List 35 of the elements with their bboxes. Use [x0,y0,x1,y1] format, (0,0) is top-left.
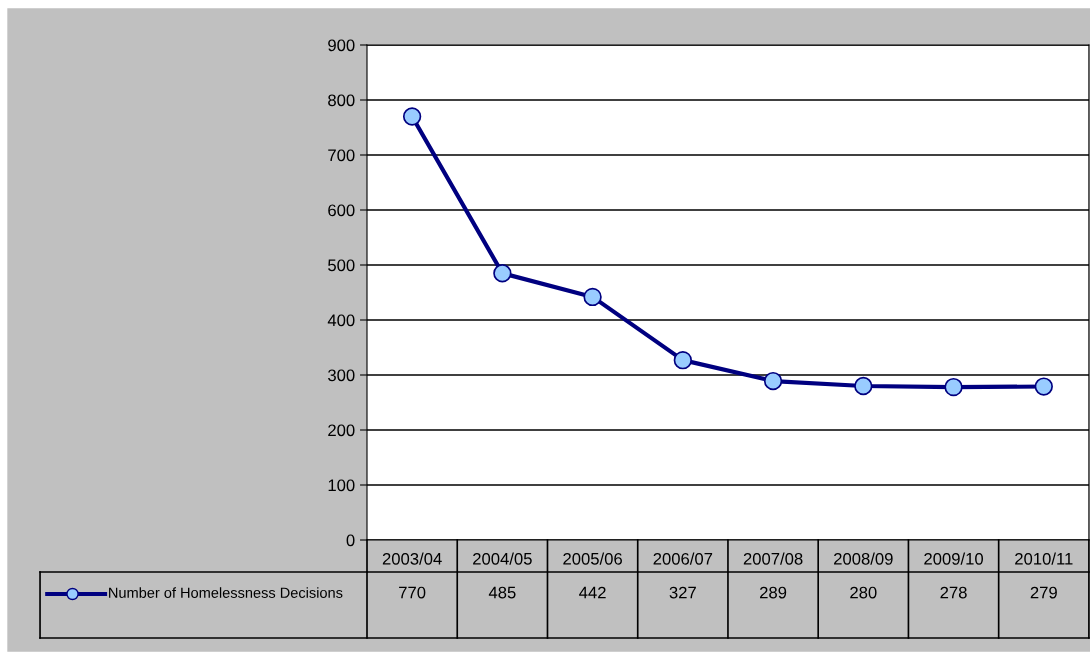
y-tick-label: 200 [328,424,355,437]
y-tick-label: 500 [328,259,355,272]
data-label: 485 [488,586,516,599]
x-tick-label: 2009/10 [924,552,984,565]
data-label: 278 [940,586,967,599]
y-tick-label: 800 [328,94,355,107]
point [673,350,693,370]
x-tick-label: 2007/08 [743,552,803,565]
y-tick-label: 400 [327,314,355,327]
data-label: 279 [1030,586,1057,599]
point [1034,377,1053,396]
data-label: 327 [669,586,696,599]
data-label: 442 [579,586,606,599]
point [493,264,512,283]
x-tick-label: 2005/06 [563,552,622,565]
y-tick-label: 300 [328,369,355,382]
y-tick-label: 600 [328,204,355,217]
data-label: 289 [760,586,787,599]
point [854,376,873,396]
x-tick-label: 2010/11 [1015,552,1073,565]
point [944,377,963,397]
point [402,107,422,126]
point [763,371,783,391]
x-tick-label: 2004/05 [473,552,532,565]
data-label: 770 [399,586,426,599]
x-tick-label: 2006/07 [653,552,713,565]
legend-label: Number of Homelessness Decisions [109,587,343,598]
y-tick-label: 100 [328,479,355,492]
x-tick-label: 2008/09 [834,552,893,565]
point [583,287,602,307]
y-tick-label: 900 [328,39,355,52]
y-tick-label: 700 [328,149,355,162]
x-tick-label: 2003/04 [382,552,442,565]
y-tick-label: 0 [346,534,355,547]
data-label: 280 [850,586,877,599]
